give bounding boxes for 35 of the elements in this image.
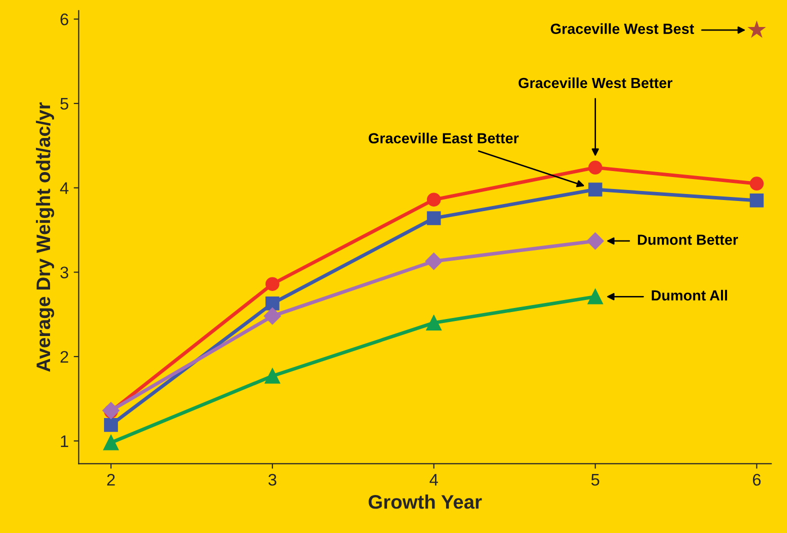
point — [750, 176, 764, 191]
point — [425, 252, 442, 270]
y-axis-title: Average Dry Weight odt/ac/yr — [36, 102, 54, 372]
point — [103, 434, 119, 450]
point — [586, 232, 604, 250]
point — [426, 192, 441, 207]
x-tick-label: 4 — [430, 474, 438, 486]
text: Dumont Better — [638, 234, 738, 245]
point — [265, 277, 280, 291]
point — [426, 315, 442, 330]
text: Graceville East Better — [368, 132, 519, 144]
y-tick-label: 4 — [60, 182, 68, 194]
text: Graceville West Better — [518, 77, 672, 88]
point — [426, 211, 441, 226]
text: Dumont All — [652, 290, 728, 301]
point — [264, 368, 280, 384]
x-tick-label: 5 — [591, 474, 600, 486]
y-tick-label: 3 — [60, 266, 68, 278]
point — [588, 160, 602, 175]
x-tick-label: 3 — [268, 474, 276, 486]
point — [588, 289, 603, 304]
text: Graceville West Best — [550, 23, 694, 34]
point — [265, 296, 280, 310]
y-tick-label: 2 — [60, 350, 68, 363]
point — [588, 182, 602, 196]
point — [264, 308, 281, 325]
x-tick-label: 6 — [752, 474, 761, 486]
point — [104, 418, 118, 432]
y-tick-label: 5 — [60, 98, 68, 110]
x-tick-label: 2 — [107, 474, 115, 486]
x-axis-title: Growth Year — [368, 494, 482, 509]
point — [747, 20, 766, 38]
y-tick-label: 6 — [60, 14, 68, 26]
point — [750, 194, 764, 208]
y-tick-label: 1 — [60, 436, 68, 447]
